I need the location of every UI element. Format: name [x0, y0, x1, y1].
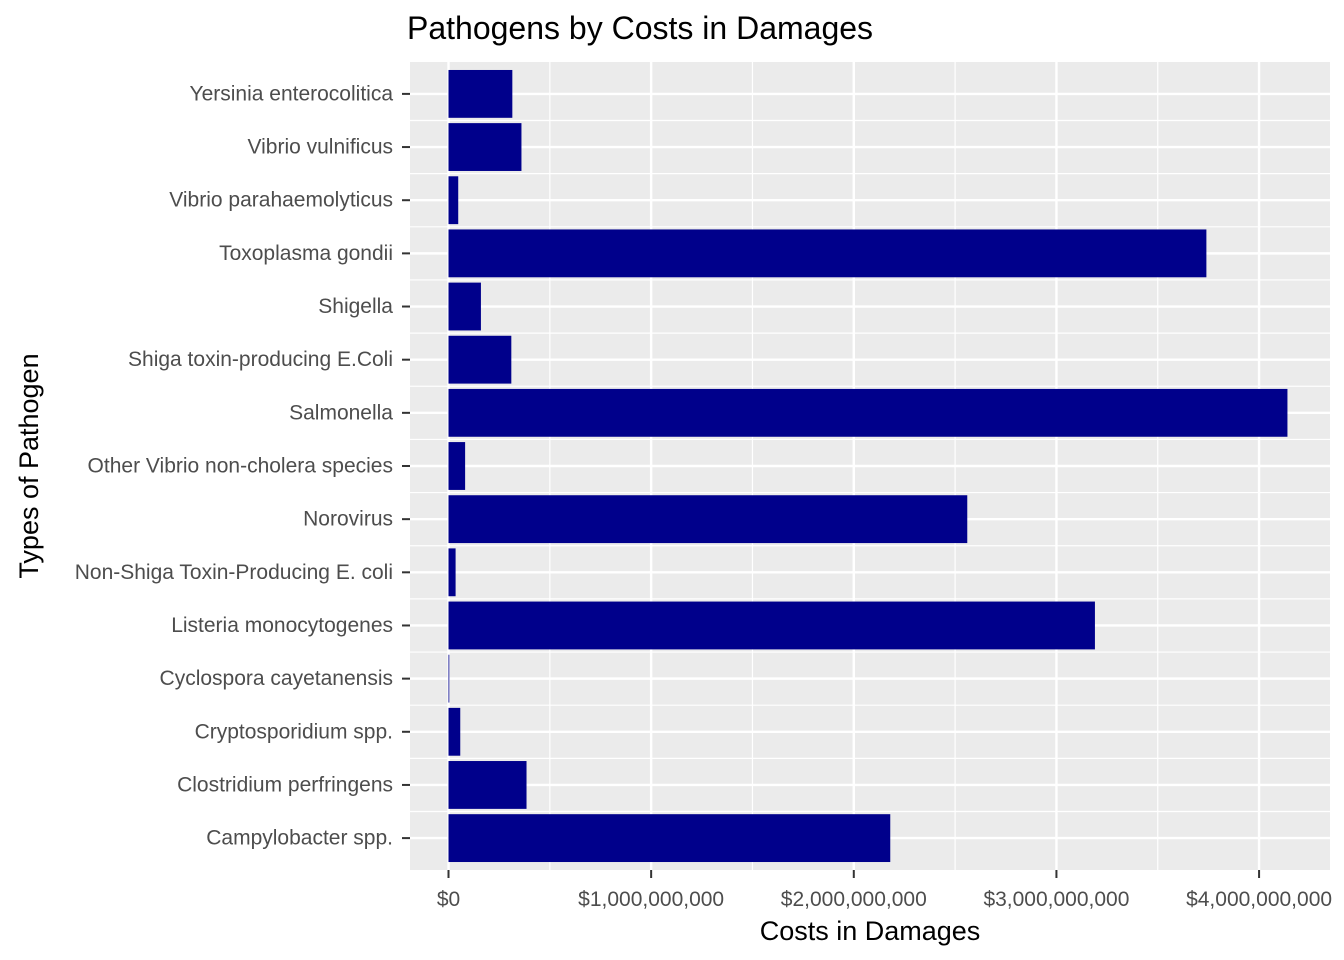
y-tick-label: Yersinia enterocolitica — [189, 82, 393, 105]
x-axis: $0 $1,000,000,000 $2,000,000,000 $3,000,000… — [437, 870, 1332, 911]
bar — [448, 442, 466, 490]
y-tick-label: Vibrio parahaemolyticus — [169, 189, 393, 212]
x-tick-label: $2,000,000,000 — [781, 888, 927, 911]
y-tick-label: Campylobacter spp. — [206, 827, 393, 850]
y-axis-title: Types of Pathogen — [14, 353, 44, 578]
y-tick-label: Norovirus — [303, 508, 393, 531]
chart-title: Pathogens by Costs in Damages — [407, 10, 874, 46]
y-tick-label: Clostridium perfringens — [177, 773, 393, 796]
bar — [448, 176, 459, 225]
y-tick-label: Cryptosporidium spp. — [195, 720, 393, 743]
y-axis: Campylobacter spp. Clostridium perfringen… — [75, 82, 410, 850]
y-tick-label: Listeria monocytogenes — [171, 614, 393, 637]
bar — [448, 229, 1207, 278]
x-axis-title: Costs in Damages — [760, 916, 981, 946]
bar — [448, 654, 450, 703]
y-tick-label: Cyclospora cayetanensis — [160, 667, 393, 690]
bar — [448, 761, 527, 809]
y-tick-label: Shiga toxin-producing E.Coli — [128, 348, 393, 371]
bar — [448, 601, 1095, 650]
bar — [448, 814, 891, 863]
bar — [448, 282, 481, 331]
bar — [448, 123, 522, 171]
y-tick-label: Salmonella — [289, 401, 393, 424]
x-tick-label: $0 — [437, 888, 460, 911]
x-tick-label: $3,000,000,000 — [983, 888, 1129, 911]
bar — [448, 707, 461, 756]
bar — [448, 495, 968, 544]
y-tick-label: Vibrio vulnificus — [247, 136, 393, 159]
bar — [448, 548, 456, 597]
y-tick-label: Shigella — [318, 295, 393, 318]
bars — [448, 69, 1288, 863]
x-tick-label: $1,000,000,000 — [578, 888, 724, 911]
x-tick-label: $4,000,000,000 — [1186, 888, 1332, 911]
y-tick-label: Non-Shiga Toxin-Producing E. coli — [75, 561, 393, 584]
y-tick-label: Toxoplasma gondii — [219, 242, 393, 265]
minor-gridlines — [410, 62, 1330, 870]
y-tick-label: Other Vibrio non-cholera species — [88, 455, 393, 478]
bar — [448, 335, 512, 384]
bar — [448, 69, 513, 118]
bar — [448, 388, 1288, 437]
